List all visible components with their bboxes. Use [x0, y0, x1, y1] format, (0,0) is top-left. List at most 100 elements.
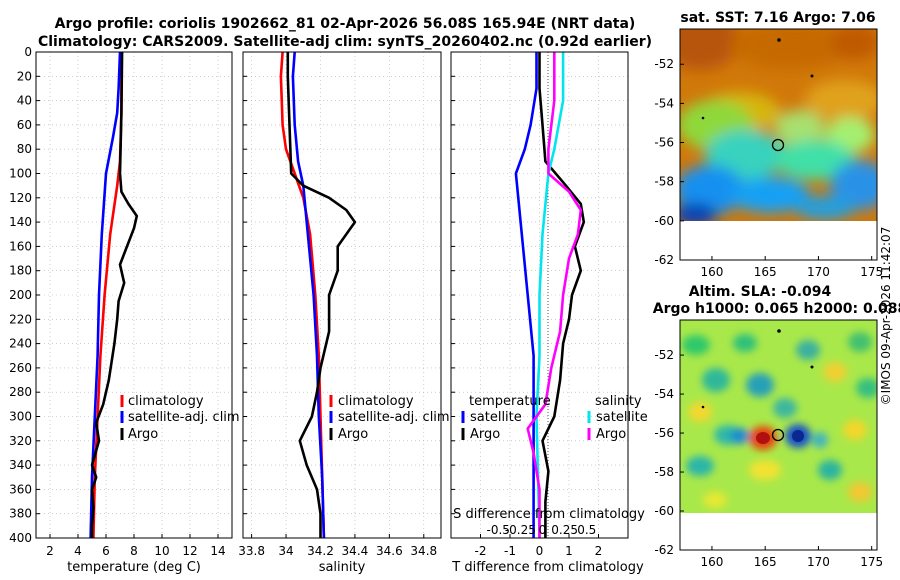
t-difference-xlabel: T difference from climatology: [451, 560, 644, 575]
sst-map-title: sat. SST: 7.16 Argo: 7.06: [680, 10, 875, 26]
depth-tick-label: 120: [9, 191, 32, 205]
x-tick-label: 4: [74, 544, 82, 558]
legend-temperature-title: temperature: [469, 394, 551, 409]
map-lat-label: -58: [654, 175, 674, 189]
salinity-tick-labels: 33.8 34 34.2 34.4 34.6 34.8: [238, 544, 437, 558]
x-tick-label: 2: [595, 544, 603, 558]
sst-track-point: [810, 74, 814, 78]
temperature-series: [89, 52, 139, 538]
salinity-legend: climatology satellite-adj. clim Argo: [329, 394, 450, 442]
x-tick-label: 12: [182, 544, 197, 558]
sla-map-frame: [679, 319, 878, 551]
sst-track-point: [777, 38, 781, 42]
satellite-adj-clim-line: [89, 52, 122, 538]
map-lat-label: -56: [654, 426, 674, 440]
x-tick-label: 8: [130, 544, 138, 558]
map-lon-label: 175: [860, 555, 883, 569]
s-difference-tick-label: 0.5: [577, 523, 596, 537]
depth-tick-label: 140: [9, 215, 32, 229]
salinity-xlabel: salinity: [319, 560, 366, 575]
sst-map-frame: [679, 28, 878, 261]
depth-tick-label: 340: [9, 458, 32, 472]
sst-map-panel: sat. SST: 7.16 Argo: 7.06: [654, 10, 883, 279]
sst-map-image: [680, 29, 877, 260]
depth-tick-label: 200: [9, 288, 32, 302]
salinity-series: [279, 52, 357, 538]
depth-tick-label: 280: [9, 385, 32, 399]
x-tick-label: 34: [278, 544, 293, 558]
difference-legend: temperature satellite Argo salinity sate…: [461, 394, 648, 442]
map-lat-label: -54: [654, 96, 674, 110]
s-difference-tick-labels: -0.5-0.25 0 0.25 0.5: [487, 523, 597, 537]
legend-argo-label: Argo: [128, 427, 158, 442]
depth-tick-label: 240: [9, 337, 32, 351]
difference-gridlines: [451, 51, 628, 539]
x-tick-label: 14: [210, 544, 225, 558]
s-difference-tick-label: -0.25: [505, 523, 536, 537]
legend-climatology-label: climatology: [128, 394, 204, 409]
sla-map-title-line1: Altim. SLA: -0.094: [689, 284, 832, 300]
temperature-tick-labels: 2 4 6 8 10 12 14: [46, 544, 225, 558]
legend-argo-label: Argo: [338, 427, 368, 442]
sla-track-point: [810, 365, 814, 369]
x-tick-label: 34.2: [307, 544, 334, 558]
legend-salinity-title: salinity: [595, 394, 642, 409]
sst-map-ticks: 160 165 170 175 -52 -54 -56 -58 -60 -62: [654, 57, 883, 279]
map-lat-label: -52: [654, 348, 674, 362]
x-tick-label: -2: [475, 544, 487, 558]
temperature-xlabel: temperature (deg C): [67, 560, 201, 575]
argo-line: [286, 52, 357, 538]
sla-map-title-line2: Argo h1000: 0.065 h2000: 0.088: [653, 301, 900, 317]
depth-tick-label: 20: [17, 69, 32, 83]
sla-argo-position-marker: [771, 428, 785, 442]
sla-map-ticks: 160 165 170 175 -52 -54 -56 -58 -60 -62: [654, 348, 883, 569]
sst-argo-position-marker: [771, 138, 785, 152]
map-lon-label: 165: [754, 265, 777, 279]
depth-tick-label: 380: [9, 507, 32, 521]
t-difference-tick-labels: -2 -1 0 1 2: [475, 544, 603, 558]
map-lon-label: 160: [700, 265, 723, 279]
legend-s-satellite-label: satellite: [596, 410, 648, 425]
sla-track-point: [777, 329, 781, 333]
map-lat-label: -54: [654, 387, 674, 401]
depth-tick-label: 400: [9, 531, 32, 545]
x-tick-label: 33.8: [238, 544, 265, 558]
map-lat-label: -60: [654, 504, 674, 518]
s-difference-tick-label: 0: [539, 523, 547, 537]
difference-panel: -2 -1 0 1 2 T difference from climatology S …: [450, 51, 648, 575]
depth-tick-label: 260: [9, 361, 32, 375]
legend-t-argo-label: Argo: [470, 427, 500, 442]
t-argo-line: [538, 52, 586, 538]
map-lat-label: -58: [654, 465, 674, 479]
t-satellite-line: [514, 52, 538, 538]
sla-track-point: [701, 405, 705, 409]
s-argo-line: [526, 52, 583, 538]
x-tick-label: 10: [154, 544, 169, 558]
depth-tick-label: 0: [24, 45, 32, 59]
s-difference-tick-label: 0.25: [551, 523, 578, 537]
depth-tick-label: 360: [9, 482, 32, 496]
depth-tick-label: 220: [9, 312, 32, 326]
map-lon-label: 160: [700, 555, 723, 569]
depth-tick-label: 300: [9, 410, 32, 424]
argo-line: [90, 52, 139, 538]
salinity-axes-frame: [242, 51, 442, 539]
temperature-legend: climatology satellite-adj. clim Argo: [120, 394, 240, 442]
legend-t-satellite-label: satellite: [470, 410, 522, 425]
depth-tick-label: 60: [17, 118, 32, 132]
map-lat-label: -62: [654, 543, 674, 557]
depth-tick-label: 180: [9, 264, 32, 278]
x-tick-label: 6: [102, 544, 110, 558]
x-tick-label: 0: [536, 544, 544, 558]
salinity-gridlines: [243, 51, 441, 539]
salinity-panel: 33.8 34 34.2 34.4 34.6 34.8 salinity climatol…: [238, 51, 450, 575]
difference-series: [514, 52, 586, 538]
map-lat-label: -60: [654, 214, 674, 228]
x-tick-label: 34.8: [410, 544, 437, 558]
map-lon-label: 165: [754, 555, 777, 569]
sst-track-point: [701, 116, 705, 120]
temperature-gridlines: [36, 51, 232, 539]
depth-tick-label: 160: [9, 239, 32, 253]
depth-tick-label: 40: [17, 94, 32, 108]
sla-map-image: [680, 320, 877, 550]
